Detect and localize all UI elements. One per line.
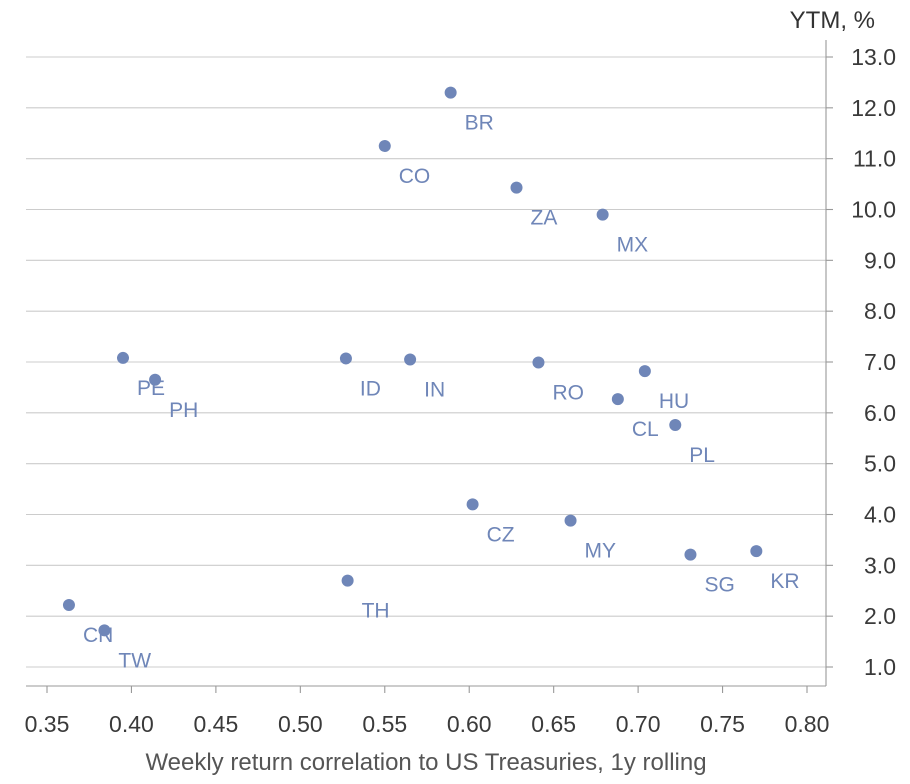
point-label-pl: PL	[689, 444, 715, 467]
x-tick-label: 0.55	[362, 711, 407, 737]
data-point-tw	[98, 624, 111, 637]
gridlines	[26, 56, 826, 668]
data-point-kr	[750, 545, 763, 558]
data-point-br	[444, 86, 457, 99]
point-label-cl: CL	[632, 418, 659, 441]
point-label-mx: MX	[617, 234, 649, 257]
data-point-in	[404, 353, 417, 366]
x-tick-label: 0.70	[616, 711, 661, 737]
y-tick-label: 11.0	[853, 146, 896, 172]
point-label-ph: PH	[169, 399, 198, 422]
point-label-pe: PE	[137, 377, 165, 400]
x-tick-label: 0.45	[194, 711, 239, 737]
y-tick-label: 6.0	[864, 400, 896, 426]
point-label-br: BR	[465, 112, 494, 135]
data-points	[62, 86, 763, 637]
y-tick-label: 1.0	[864, 654, 896, 680]
point-label-co: CO	[399, 165, 431, 188]
point-label-ro: RO	[552, 382, 584, 405]
y-tick-label: 12.0	[851, 95, 896, 121]
data-point-ro	[532, 356, 545, 369]
y-tick-label: 3.0	[864, 552, 896, 578]
y-tick-label: 4.0	[864, 502, 896, 528]
x-tick-label: 0.35	[25, 711, 70, 737]
point-label-cn: CN	[83, 624, 113, 647]
data-point-my	[564, 514, 577, 527]
x-tick-label: 0.50	[278, 711, 323, 737]
point-label-hu: HU	[659, 390, 689, 413]
y-tick-label: 10.0	[851, 197, 896, 223]
data-point-pe	[117, 351, 129, 364]
data-point-za	[510, 181, 523, 194]
point-label-kr: KR	[770, 570, 799, 593]
data-point-mx	[596, 208, 609, 221]
point-label-tw: TW	[118, 649, 151, 672]
point-label-my: MY	[585, 540, 617, 563]
x-tick-label: 0.65	[531, 711, 576, 737]
data-point-ph	[149, 373, 162, 386]
data-point-sg	[684, 548, 697, 561]
data-point-pl	[669, 419, 682, 432]
x-tick-label: 0.40	[109, 711, 154, 737]
data-point-cn	[62, 598, 75, 611]
point-label-cz: CZ	[487, 523, 515, 546]
y-tick-label: 13.0	[851, 44, 896, 70]
data-point-id	[339, 352, 352, 365]
point-label-sg: SG	[704, 574, 734, 597]
data-point-hu	[638, 365, 651, 378]
y-axis-title: YTM, %	[790, 7, 875, 34]
data-point-th	[341, 574, 354, 587]
point-label-id: ID	[360, 377, 381, 400]
point-label-in: IN	[424, 378, 445, 401]
point-label-za: ZA	[531, 207, 558, 230]
x-axis-title: Weekly return correlation to US Treasuri…	[145, 749, 706, 776]
x-tick-label: 0.80	[785, 711, 830, 737]
data-point-cz	[466, 498, 479, 511]
y-tick-label: 8.0	[864, 298, 896, 324]
y-tick-label: 2.0	[864, 603, 896, 629]
x-tick-label: 0.60	[447, 711, 492, 737]
data-point-co	[378, 139, 391, 152]
axes: 1.0 2.0 3.0 4.0 5.0 6.0 7.0 8.0 9.0 10.0 11.0 12.0 1…	[25, 40, 896, 737]
y-tick-label: 5.0	[864, 451, 896, 477]
data-point-cl	[611, 393, 624, 406]
x-tick-label: 0.75	[700, 711, 745, 737]
y-tick-label: 9.0	[864, 247, 896, 273]
point-label-th: TH	[362, 600, 390, 623]
y-tick-label: 7.0	[864, 349, 896, 375]
